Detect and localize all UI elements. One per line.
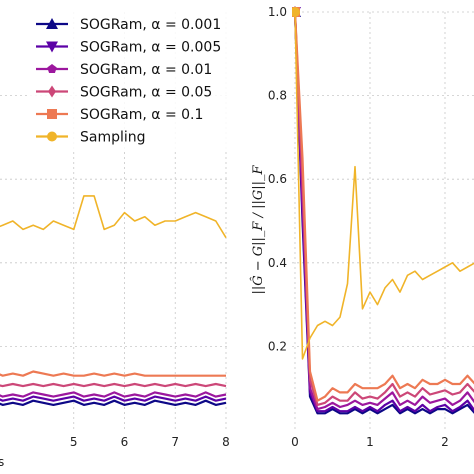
left-series-line-0 (0, 399, 227, 406)
legend-marker-5 (47, 131, 57, 142)
legend-label-4: SOGRam, α = 0.1 (80, 107, 203, 123)
right-series-line-3 (293, 11, 474, 406)
left-series-line-5 (0, 195, 227, 239)
right-chart-panel: 01230.20.40.60.81.0 (268, 5, 474, 449)
right-x-tick-label: 0 (291, 435, 299, 449)
right-y-tick-label: 0.2 (268, 339, 287, 353)
left-x-tick-label: 5 (70, 435, 78, 449)
legend-marker-3 (48, 85, 56, 98)
legend-marker-2 (47, 64, 57, 74)
right-series-line-1 (293, 11, 474, 413)
legend-marker-4 (47, 109, 57, 119)
left-series-line-1 (0, 395, 227, 402)
right-y-tick-label: 0.8 (268, 89, 287, 103)
legend-marker-1 (46, 41, 58, 53)
legend-label-3: SOGRam, α = 0.05 (80, 85, 212, 101)
legend-label-2: SOGRam, α = 0.01 (80, 62, 212, 78)
legend-label-5: Sampling (80, 130, 146, 146)
right-series-line-5 (294, 11, 474, 360)
left-x-tick-label: 7 (171, 435, 179, 449)
legend-background (30, 8, 230, 150)
left-x-tick-label: 6 (121, 435, 129, 449)
right-series-line-0 (293, 11, 474, 415)
right-y-tick-label: 0.4 (268, 256, 287, 270)
right-y-tick-label: 0.6 (268, 172, 287, 186)
legend-label-1: SOGRam, α = 0.005 (80, 40, 221, 56)
right-series-marker-5 (292, 7, 300, 17)
legend: SOGRam, α = 0.001 SOGRam, α = 0.005 SOGRam… (30, 8, 230, 150)
right-y-axis-label: ||Ĝ − G||_F / ||G||_F (249, 165, 266, 295)
left-series-line-3 (0, 382, 227, 388)
right-x-tick-label: 1 (366, 435, 374, 449)
right-series-line-2 (293, 11, 474, 411)
legend-marker-0 (46, 18, 58, 29)
legend-label-0: SOGRam, α = 0.001 (80, 17, 221, 33)
right-series-line-4 (293, 11, 474, 402)
left-series-line-2 (0, 391, 227, 398)
left-x-tick-label: 8 (222, 435, 230, 449)
right-x-tick-label: 2 (441, 435, 449, 449)
right-y-tick-label: 1.0 (268, 5, 287, 19)
left-series-line-4 (0, 370, 226, 377)
right-plot-area (292, 6, 474, 430)
left-x-axis-label: s (0, 455, 4, 469)
